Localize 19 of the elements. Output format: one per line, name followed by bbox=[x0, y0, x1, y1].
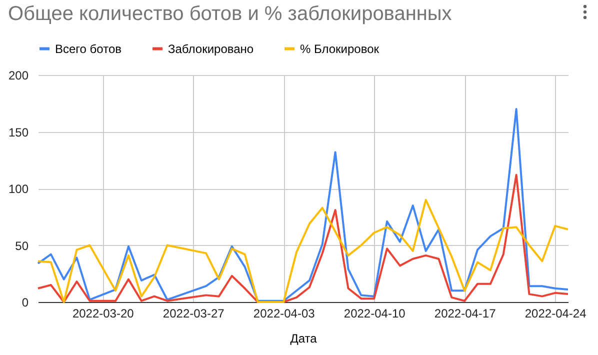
line-series bbox=[37, 108, 569, 302]
y-tick-label: 100 bbox=[8, 182, 29, 196]
legend-label: Всего ботов bbox=[55, 42, 122, 56]
line-series bbox=[37, 174, 569, 303]
x-tick-label: 2022-04-10 bbox=[344, 306, 406, 320]
x-tick-label: 2022-03-20 bbox=[72, 306, 134, 320]
y-tick-label: 50 bbox=[15, 238, 29, 253]
legend-label: % Блокировок bbox=[300, 42, 380, 56]
x-axis-title: Дата bbox=[290, 332, 318, 346]
y-tick-label: 200 bbox=[8, 68, 29, 82]
y-tick-label: 150 bbox=[8, 125, 29, 140]
chart-title: Общее количество ботов и % заблокированных bbox=[8, 3, 452, 25]
line-series bbox=[37, 198, 569, 303]
x-tick-label: 2022-03-27 bbox=[162, 306, 225, 320]
legend-label: Заблокировано bbox=[168, 42, 254, 56]
x-tick-label: 2022-04-17 bbox=[434, 306, 496, 320]
x-tick-label: 2022-04-24 bbox=[524, 306, 587, 320]
y-tick-label: 0 bbox=[22, 296, 29, 310]
x-tick-label: 2022-04-03 bbox=[253, 306, 316, 320]
